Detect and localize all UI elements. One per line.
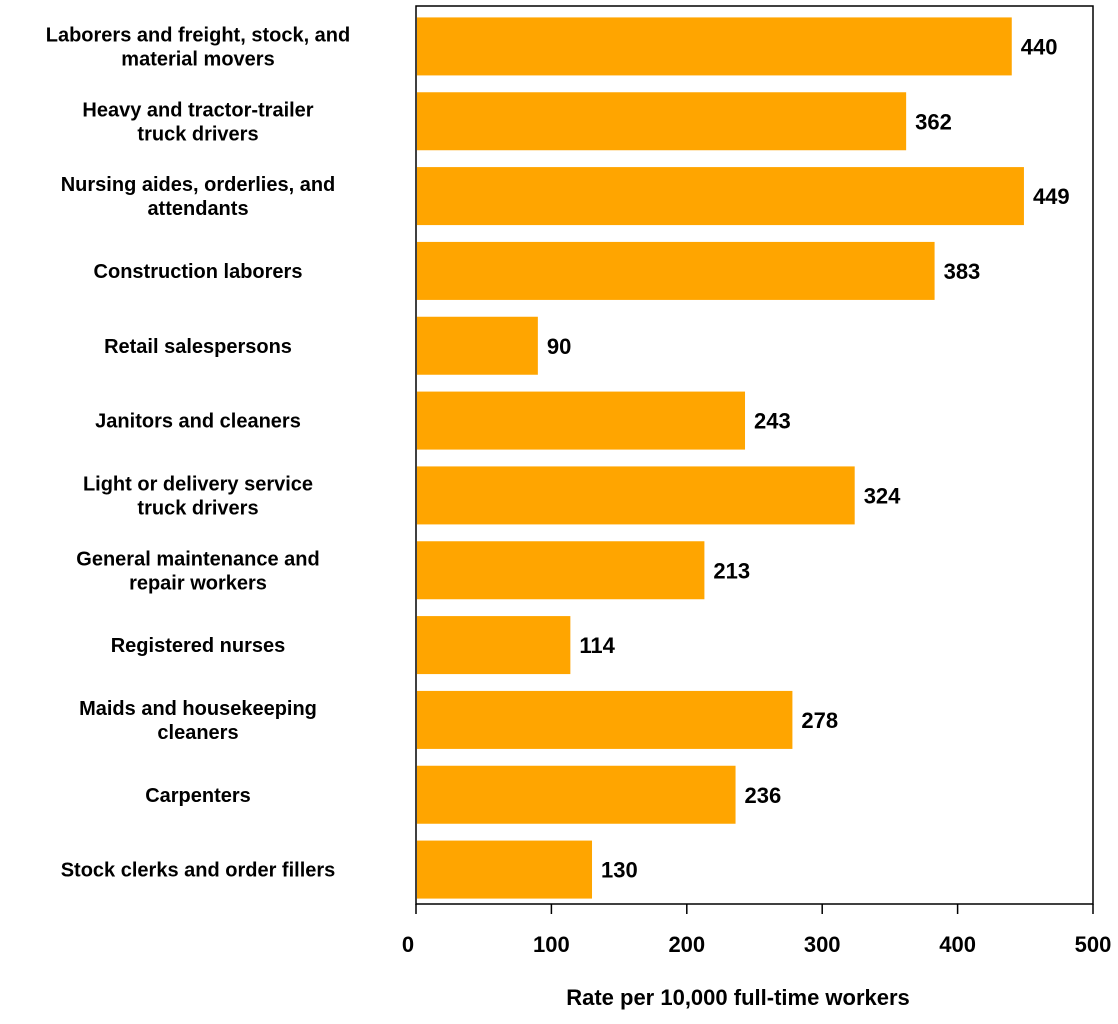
bar: [417, 690, 793, 749]
bar: [417, 241, 935, 300]
bar-value-label: 236: [745, 783, 782, 808]
bar-value-label: 213: [713, 558, 750, 583]
category-label: Light or delivery service truck drivers: [83, 473, 313, 519]
bar: [417, 541, 705, 600]
bar-value-label: 362: [915, 109, 952, 134]
category-label-line: Laborers and freight, stock, and: [46, 24, 351, 46]
bar: [417, 316, 538, 375]
category-label-line: Maids and housekeeping: [79, 698, 317, 720]
bar-value-label: 243: [754, 409, 791, 434]
bar: [417, 765, 736, 824]
x-tick-label: 0: [402, 932, 414, 957]
category-label-line: Heavy and tractor-trailer: [82, 99, 313, 121]
x-axis-ticks-group: 0 100 200 300 400 500: [402, 904, 1111, 957]
x-tick-label: 400: [939, 932, 976, 957]
category-label-line: Janitors and cleaners: [95, 411, 301, 433]
category-label-line: repair workers: [129, 572, 267, 594]
category-label-line: Light or delivery service: [83, 473, 313, 495]
category-label-line: cleaners: [157, 722, 238, 744]
bar-value-label: 324: [864, 483, 901, 508]
bar-value-label: 90: [547, 334, 571, 359]
category-label: Construction laborers: [94, 261, 303, 283]
bar-value-label: 278: [801, 708, 838, 733]
category-label-line: Stock clerks and order fillers: [61, 860, 336, 882]
bars-group: [417, 17, 1024, 899]
x-tick-label: 100: [533, 932, 570, 957]
category-label: Janitors and cleaners: [95, 411, 301, 433]
x-tick-label: 200: [668, 932, 705, 957]
category-label: Maids and housekeeping cleaners: [79, 698, 317, 744]
category-label-line: Retail salespersons: [104, 336, 292, 358]
bar: [417, 17, 1012, 76]
category-label: Laborers and freight, stock, and material…: [46, 24, 351, 70]
plot-area-frame: [415, 5, 1094, 905]
category-label-line: Carpenters: [145, 785, 251, 807]
category-label: Stock clerks and order fillers: [61, 860, 336, 882]
bar-value-label: 383: [944, 259, 981, 284]
value-labels-group: 440 362 449 383 90 243 324 213 114 278 236 130: [547, 34, 1070, 882]
category-label: General maintenance and repair workers: [76, 548, 319, 594]
bar: [417, 167, 1024, 226]
category-label: Registered nurses: [111, 635, 286, 657]
x-tick-label: 300: [804, 932, 841, 957]
bar: [417, 840, 593, 899]
category-label-line: Nursing aides, orderlies, and: [61, 174, 336, 196]
bar: [417, 391, 746, 450]
category-label: Nursing aides, orderlies, and attendants: [61, 174, 336, 220]
bar-value-label: 130: [601, 858, 638, 883]
category-label: Retail salespersons: [104, 336, 292, 358]
category-label-line: Construction laborers: [94, 261, 303, 283]
category-label-line: Registered nurses: [111, 635, 286, 657]
bar: [417, 616, 571, 675]
category-label-line: material movers: [121, 48, 274, 70]
category-label-line: truck drivers: [137, 123, 258, 145]
category-label-line: attendants: [147, 198, 248, 220]
category-labels-group: Laborers and freight, stock, and material…: [46, 24, 351, 881]
bar-value-label: 114: [579, 633, 615, 658]
bar: [417, 466, 855, 525]
category-label-line: truck drivers: [137, 497, 258, 519]
bar-value-label: 449: [1033, 184, 1070, 209]
bar: [417, 92, 907, 151]
x-tick-label: 500: [1075, 932, 1112, 957]
x-axis-title: Rate per 10,000 full-time workers: [566, 985, 910, 1010]
bar-value-label: 440: [1021, 34, 1058, 59]
category-label: Carpenters: [145, 785, 251, 807]
category-label: Heavy and tractor-trailer truck drivers: [82, 99, 313, 145]
category-label-line: General maintenance and: [76, 548, 319, 570]
